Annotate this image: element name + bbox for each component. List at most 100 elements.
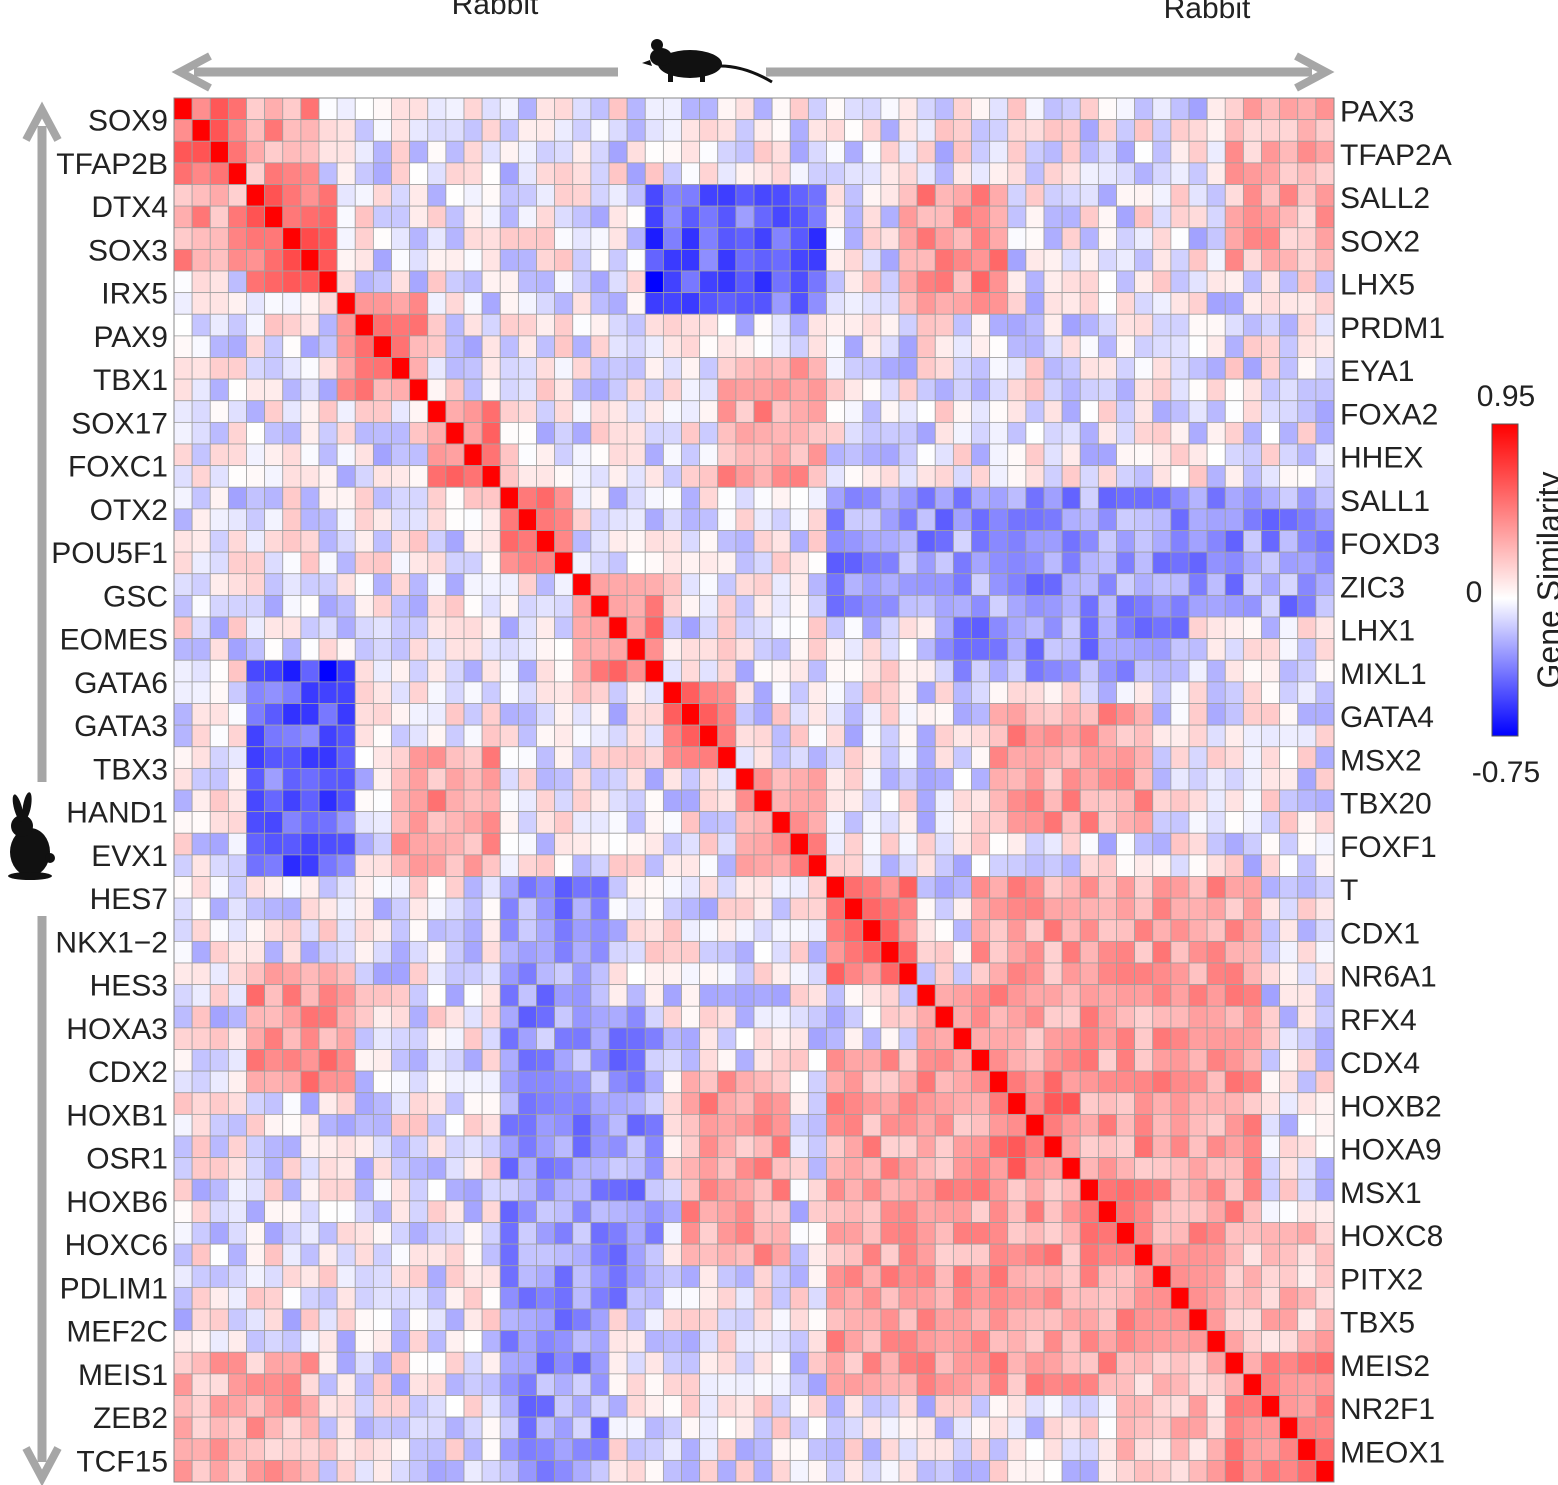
heatmap-cell [336, 1351, 356, 1375]
heatmap-cell [318, 832, 338, 856]
heatmap-cell [264, 465, 284, 488]
heatmap-cell [318, 530, 338, 553]
heatmap-cell [608, 1178, 628, 1202]
heatmap-cell [681, 1351, 701, 1375]
heatmap-cell [916, 1330, 936, 1353]
heatmap-cell [499, 227, 519, 250]
heatmap-cell [1279, 97, 1299, 121]
heatmap-cell [662, 508, 682, 531]
heatmap-cell [282, 1416, 302, 1440]
heatmap-cell [554, 703, 574, 726]
heatmap-cell [916, 1178, 936, 1202]
heatmap-cell [971, 421, 991, 445]
heatmap-cell [1097, 616, 1117, 640]
heatmap-cell [481, 638, 501, 661]
heatmap-cell [336, 897, 356, 921]
heatmap-cell [572, 1027, 592, 1050]
heatmap-cell [264, 335, 284, 358]
heatmap-cell [681, 400, 701, 423]
heatmap-cell [1242, 1092, 1262, 1115]
heatmap-cell [1007, 789, 1027, 813]
heatmap-cell [1025, 746, 1045, 769]
heatmap-cell [282, 876, 302, 899]
heatmap-cell [391, 335, 411, 358]
heatmap-cell [1007, 940, 1027, 964]
heatmap-cell [1224, 248, 1244, 272]
heatmap-cell [227, 421, 247, 445]
heatmap-cell [227, 465, 247, 488]
heatmap-cell [880, 1438, 900, 1461]
column-label: SALL1 [1340, 485, 1430, 518]
heatmap-cell [499, 1027, 519, 1050]
heatmap-cell [1134, 1373, 1154, 1396]
heatmap-cell [590, 1222, 610, 1245]
heatmap-cell [1224, 940, 1244, 964]
heatmap-cell [1224, 638, 1244, 661]
heatmap-cell [826, 1286, 846, 1310]
heatmap-cell [463, 465, 483, 488]
heatmap-cell [282, 400, 302, 423]
heatmap-cell [1134, 443, 1154, 467]
heatmap-cell [572, 530, 592, 553]
heatmap-cell [789, 530, 809, 553]
heatmap-cell [318, 400, 338, 423]
heatmap-cell [481, 1308, 501, 1332]
heatmap-cell [354, 551, 374, 575]
heatmap-cell [481, 443, 501, 467]
heatmap-cell [282, 248, 302, 272]
heatmap-cell [771, 724, 791, 748]
heatmap-cell [644, 962, 664, 986]
heatmap-cell [735, 811, 755, 834]
heatmap-cell [1007, 919, 1027, 942]
heatmap-cell [644, 1135, 664, 1159]
heatmap-cell [735, 1157, 755, 1180]
heatmap-cell [1224, 1265, 1244, 1288]
heatmap-cell [717, 508, 737, 531]
heatmap-cell [1315, 1286, 1335, 1310]
heatmap-cell [662, 616, 682, 640]
heatmap-cell [789, 1222, 809, 1245]
heatmap-cell [209, 1200, 229, 1223]
heatmap-cell [173, 1330, 193, 1353]
heatmap-cell [1043, 594, 1063, 618]
heatmap-cell [626, 508, 646, 531]
heatmap-cell [227, 551, 247, 575]
heatmap-cell [1007, 508, 1027, 531]
heatmap-cell [554, 184, 574, 207]
heatmap-cell [971, 1070, 991, 1094]
heatmap-cell [499, 313, 519, 337]
heatmap-cell [735, 1395, 755, 1418]
heatmap-cell [1134, 1157, 1154, 1180]
heatmap-cell [1134, 1330, 1154, 1353]
heatmap-cell [227, 400, 247, 423]
heatmap-cell [934, 1373, 954, 1396]
heatmap-cell [246, 638, 266, 661]
row-label: IRX5 [101, 278, 168, 311]
heatmap-cell [1279, 897, 1299, 921]
heatmap-cell [536, 616, 556, 640]
heatmap-cell [608, 767, 628, 791]
heatmap-cell [735, 1416, 755, 1440]
heatmap-cell [662, 767, 682, 791]
heatmap-cell [246, 1157, 266, 1180]
heatmap-cell [662, 1395, 682, 1418]
heatmap-cell [1297, 1459, 1317, 1483]
column-label: LHX1 [1340, 615, 1415, 648]
heatmap-cell [354, 1438, 374, 1461]
heatmap-cell [608, 573, 628, 596]
heatmap-cell [971, 335, 991, 358]
heatmap-cell [246, 1178, 266, 1202]
heatmap-cell [844, 962, 864, 986]
heatmap-cell [681, 1200, 701, 1223]
heatmap-cell [1116, 724, 1136, 748]
heatmap-cell [898, 659, 918, 683]
heatmap-cell [735, 1330, 755, 1353]
heatmap-cell [191, 119, 211, 142]
heatmap-cell [1043, 378, 1063, 402]
heatmap-cell [1279, 594, 1299, 618]
heatmap-cell [898, 1265, 918, 1288]
heatmap-cell [771, 1351, 791, 1375]
heatmap-cell [463, 1438, 483, 1461]
heatmap-cell [1025, 227, 1045, 250]
heatmap-cell [989, 465, 1009, 488]
